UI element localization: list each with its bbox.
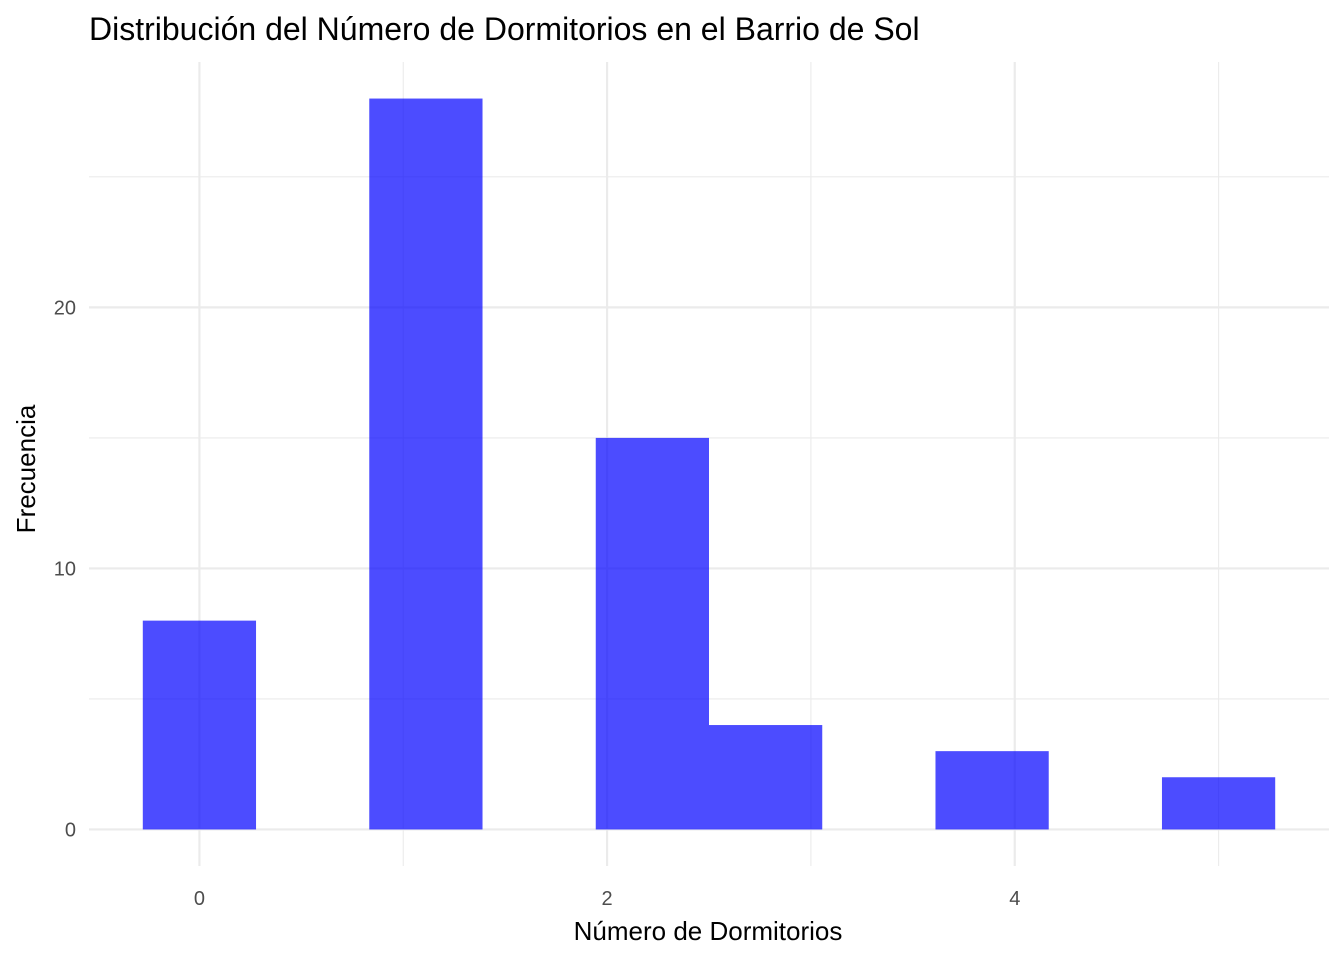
x-tick-label: 2 — [602, 888, 613, 910]
x-tick-label: 0 — [194, 888, 205, 910]
histogram-bar — [595, 437, 709, 830]
y-tick-label: 0 — [65, 819, 76, 841]
y-tick-label: 20 — [54, 297, 76, 319]
y-axis-tick-labels: 0 10 20 — [54, 297, 76, 841]
x-axis-tick-labels: 0 2 4 — [194, 888, 1020, 910]
chart-title: Distribución del Número de Dormitorios e… — [89, 11, 920, 47]
histogram-bar — [935, 751, 1049, 830]
histogram-bars — [142, 98, 1276, 830]
histogram-bar — [709, 725, 823, 830]
histogram-bar — [142, 620, 257, 830]
y-axis-title: Frecuencia — [11, 404, 41, 533]
x-axis-title: Número de Dormitorios — [574, 916, 843, 946]
x-tick-label: 4 — [1009, 888, 1020, 910]
histogram-bar — [1161, 777, 1276, 830]
histogram-bar — [369, 98, 483, 830]
y-tick-label: 10 — [54, 558, 76, 580]
